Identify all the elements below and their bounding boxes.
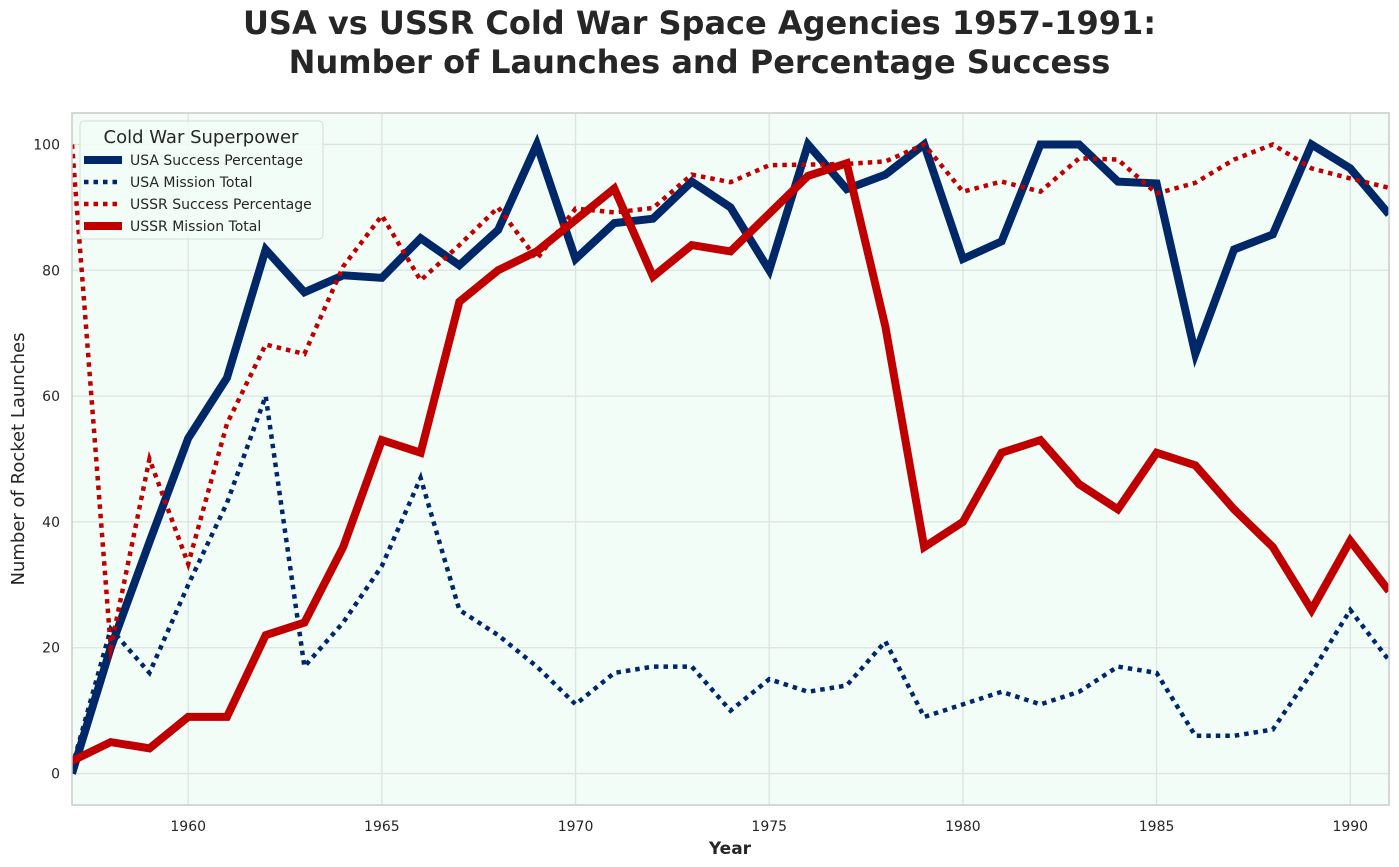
- legend: Cold War Superpower USA Success Percenta…: [79, 120, 324, 240]
- legend-label-ussr-success-percentage: USSR Success Percentage: [130, 197, 312, 213]
- plot-frame: [71, 112, 1390, 806]
- chart-title-line-1: USA vs USSR Cold War Space Agencies 1957…: [242, 4, 1157, 42]
- x-tick-label-1985: 1985: [1139, 819, 1175, 835]
- y-tick-label-80: 80: [42, 263, 60, 279]
- legend-items: USA Success Percentage USA Mission Total U…: [84, 153, 312, 235]
- legend-label-usa-mission-total: USA Mission Total: [130, 175, 252, 191]
- chart-title: USA vs USSR Cold War Space Agencies 1957…: [0, 4, 1399, 82]
- series-line-usa-mission-total: [72, 386, 1389, 768]
- x-tick-label-1980: 1980: [945, 819, 981, 835]
- series-line-ussr-mission-total: [72, 158, 1389, 765]
- x-tick-label-1960: 1960: [170, 819, 206, 835]
- x-tick-label-1965: 1965: [364, 819, 400, 835]
- legend-label-usa-success-percentage: USA Success Percentage: [130, 153, 303, 169]
- y-tick-label-0: 0: [51, 767, 60, 783]
- y-axis-label: Number of Rocket Launches: [8, 333, 29, 586]
- legend-box: [79, 120, 324, 240]
- x-tick-label-1975: 1975: [751, 819, 787, 835]
- legend-label-ussr-mission-total: USSR Mission Total: [130, 219, 261, 235]
- y-axis-ticks: 0 20 40 60 80 100: [33, 137, 60, 782]
- x-tick-label-1990: 1990: [1332, 819, 1368, 835]
- x-axis-label: Year: [708, 839, 752, 859]
- legend-title: Cold War Superpower: [104, 127, 299, 148]
- y-tick-label-60: 60: [42, 389, 60, 405]
- y-tick-label-40: 40: [42, 515, 60, 531]
- series-line-usa-success-percentage: [72, 133, 1389, 775]
- y-tick-label-100: 100: [33, 137, 60, 153]
- series-lines: [72, 133, 1389, 775]
- x-axis-ticks: 1960 1965 1970 1975 1980 1985 1990: [170, 819, 1368, 835]
- y-tick-label-20: 20: [42, 641, 60, 657]
- series-line-ussr-success-percentage: [72, 141, 1389, 664]
- grid-lines: [72, 113, 1389, 805]
- x-tick-label-1970: 1970: [558, 819, 594, 835]
- chart-title-line-2: Number of Launches and Percentage Succes…: [288, 43, 1111, 81]
